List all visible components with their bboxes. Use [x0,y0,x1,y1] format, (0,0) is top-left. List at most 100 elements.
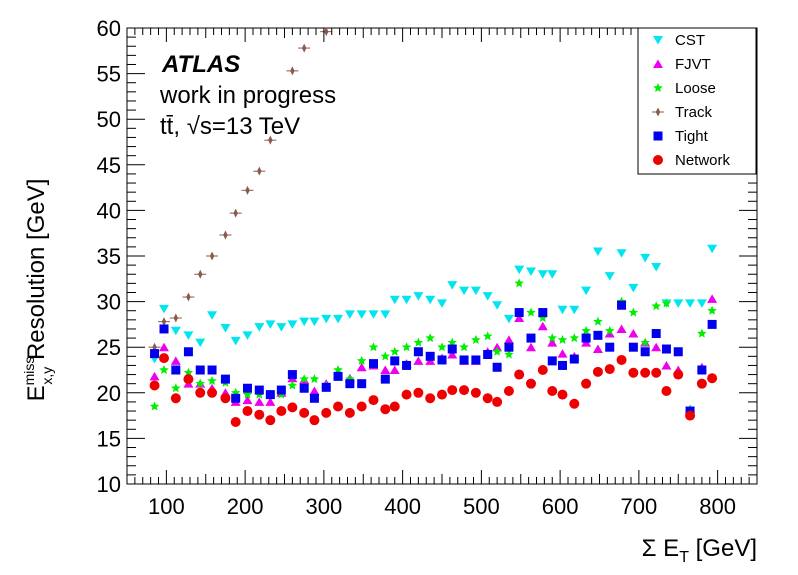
network-point [459,385,470,396]
cst-point [640,253,651,263]
network-point [525,378,536,389]
tight-point [661,344,671,354]
status-label: work in progress [159,82,336,109]
network-point [413,387,424,398]
fjvt-point [661,360,672,370]
network-point [447,385,458,396]
x-axis-title-unit: [GeV] [689,535,757,562]
cst-point [503,314,514,324]
loose-point [207,375,217,385]
tight-point [707,319,717,329]
network-point [425,393,436,404]
tight-point [483,349,493,359]
network-point [514,369,525,380]
legend-label-loose: Loose [675,80,716,97]
legend-item-loose: Loose [653,80,716,97]
loose-point [707,305,717,315]
tight-point [640,347,650,357]
network-point [220,393,231,404]
network-point [170,393,181,404]
legend-box [637,27,757,175]
fjvt-point [537,321,548,331]
network-point [628,367,639,378]
network-point [492,396,503,407]
cst-point [437,299,447,308]
fjvt-point [149,371,160,381]
tight-point [569,354,579,364]
fjvt-point [525,342,536,352]
loose-point [482,331,493,341]
network-point [183,374,194,385]
loose-point [492,346,502,356]
cst-point [380,310,391,319]
legend-item-track: Track [652,104,712,121]
loose-point [413,337,424,347]
cst-point [447,281,458,290]
tight-point [547,356,557,366]
legend-marker-network [653,155,663,165]
legend-marker-cst [653,36,663,45]
network-point [149,380,160,391]
loose-point [697,328,707,338]
tight-point [150,349,160,359]
cst-point [616,249,627,258]
loose-point [333,365,343,375]
network-point [651,367,662,378]
network-point [276,406,287,417]
loose-point [526,307,536,317]
tight-point [265,390,275,400]
tight-point [380,374,390,384]
network-point [242,406,253,417]
fjvt-point [389,365,400,374]
y-axis-title-sup: miss [21,357,37,386]
loose-point [183,367,194,377]
loose-point [149,401,160,411]
fjvt-point [616,324,627,333]
loose-point [569,333,580,343]
network-point [344,407,355,418]
cst-point [628,283,639,293]
y-tick-label: 40 [97,198,121,223]
cst-point [389,295,400,305]
legend-marker-tight [653,131,663,141]
loose-point [299,374,309,384]
network-point [207,387,218,398]
network-point [696,378,707,389]
fjvt-point [265,397,276,406]
cst-point [557,305,568,315]
fjvt-point [651,342,662,352]
network-point [685,410,696,421]
legend-label-fjvt: FJVT [675,56,711,73]
y-axis-title: Emiss x,y Resolution [GeV] [21,179,55,402]
loose-point [538,313,548,323]
network-point [640,367,651,378]
loose-point [640,337,650,347]
x-axis-title-main: Σ E [642,535,680,562]
fjvt-point [254,397,265,406]
y-tick-label: 60 [97,16,121,41]
tight-point [159,324,169,334]
loose-point [593,316,603,326]
network-point [333,401,344,412]
cst-point [685,299,696,308]
loose-point [651,301,661,311]
network-point [569,398,580,409]
tight-point [321,382,331,392]
tight-point [651,329,661,339]
fjvt-point [604,329,615,338]
legend-item-fjvt: FJVT [653,56,711,73]
tight-point [368,359,378,369]
y-tick-label: 25 [97,335,121,360]
network-point [661,385,672,396]
x-tick-label: 400 [384,494,421,519]
fjvt-point [547,338,558,347]
cst-point [707,244,718,254]
x-tick-label: 500 [463,494,500,519]
x-tick-label: 300 [306,494,343,519]
loose-point [471,334,481,344]
cst-point [368,310,379,319]
tight-point [673,347,683,357]
cst-point [356,310,367,319]
cst-point [287,320,298,329]
